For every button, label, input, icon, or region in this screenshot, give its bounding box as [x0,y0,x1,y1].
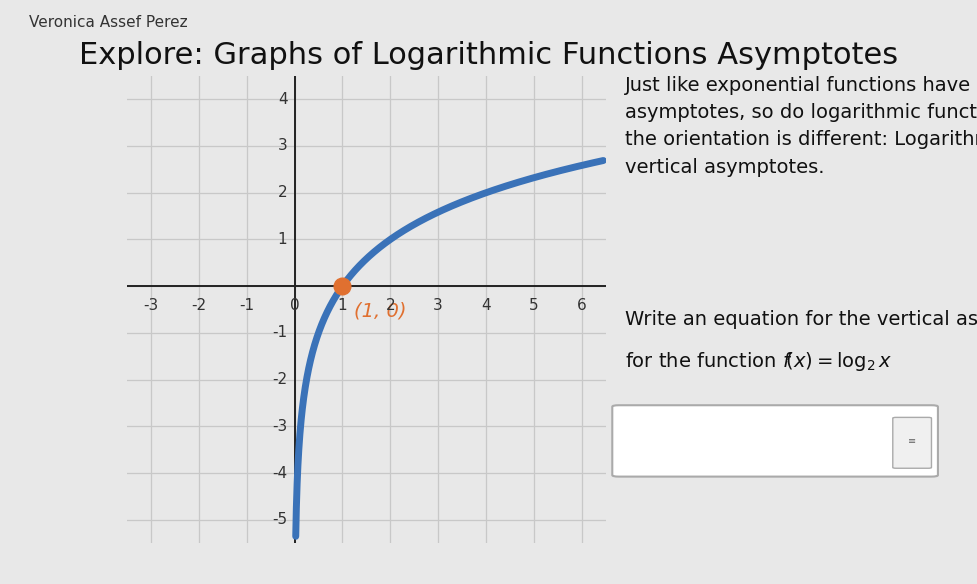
Text: 2: 2 [386,298,395,313]
Text: 4: 4 [277,92,287,107]
Text: Explore: Graphs of Logarithmic Functions Asymptotes: Explore: Graphs of Logarithmic Functions… [79,41,898,70]
Text: -4: -4 [273,465,287,481]
Text: Veronica Assef Perez: Veronica Assef Perez [29,15,188,30]
Text: 2: 2 [277,185,287,200]
Text: -2: -2 [273,372,287,387]
Text: 3: 3 [277,138,287,154]
Text: 4: 4 [482,298,490,313]
Text: -1: -1 [239,298,254,313]
Text: 1: 1 [338,298,347,313]
Text: 6: 6 [577,298,586,313]
Text: -5: -5 [273,512,287,527]
Text: Just like exponential functions have
asymptotes, so do logarithmic functions! Bu: Just like exponential functions have asy… [625,76,977,177]
Text: 1: 1 [277,232,287,247]
Text: ≡: ≡ [908,436,916,446]
Text: -2: -2 [191,298,206,313]
Text: -3: -3 [144,298,158,313]
Text: -1: -1 [273,325,287,340]
Text: Write an equation for the vertical asymptote: Write an equation for the vertical asymp… [625,310,977,329]
Text: 0: 0 [290,298,299,313]
Text: 3: 3 [434,298,443,313]
FancyBboxPatch shape [613,405,938,477]
Text: -3: -3 [273,419,287,434]
Text: for the function $f\!\left(x\right) = \log_2 x$: for the function $f\!\left(x\right) = \l… [625,350,893,373]
FancyBboxPatch shape [893,418,931,468]
Text: 5: 5 [530,298,538,313]
Text: (1, 0): (1, 0) [355,301,406,321]
